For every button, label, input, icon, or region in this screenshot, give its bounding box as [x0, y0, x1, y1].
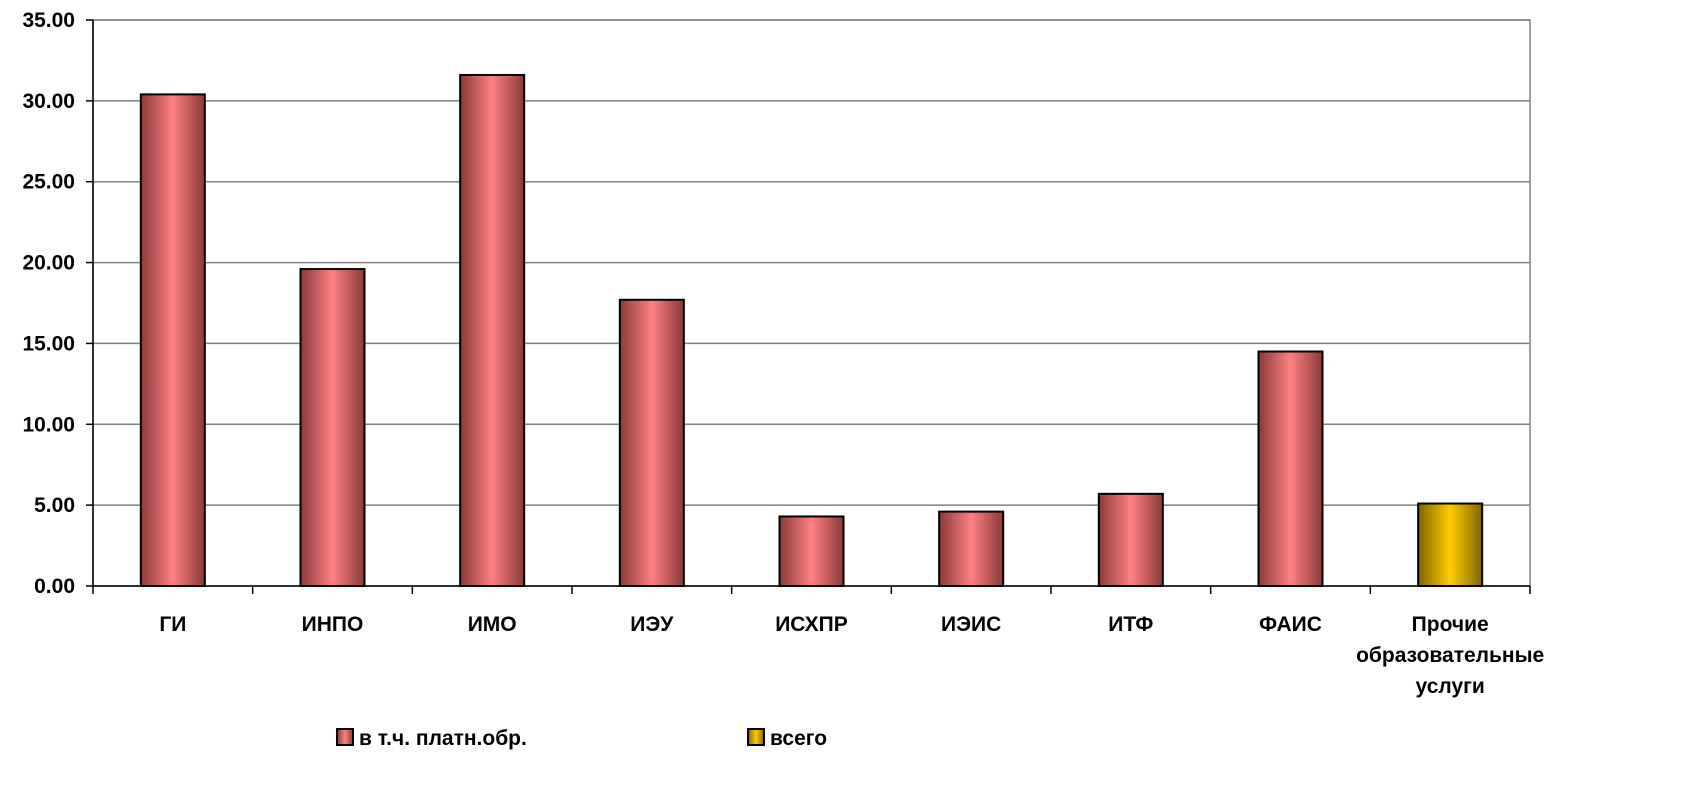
x-category-label: ФАИС — [1259, 613, 1322, 636]
bar — [1257, 350, 1324, 587]
bar — [139, 93, 206, 587]
y-tick-label: 25.00 — [22, 171, 75, 194]
x-category-label-line: ИТФ — [1108, 613, 1153, 636]
bar — [1417, 502, 1484, 588]
bars — [139, 73, 1484, 588]
x-category-label-line: ИЭУ — [630, 613, 674, 636]
x-category-label-line: ИСХПР — [775, 613, 848, 636]
bar — [1097, 492, 1164, 587]
y-tick-label: 35.00 — [22, 9, 75, 32]
y-tick-label: 10.00 — [22, 413, 75, 436]
x-category-label: ИСХПР — [775, 613, 848, 636]
x-category-label-line: Прочие — [1412, 613, 1489, 636]
x-category-label: ИМО — [468, 613, 517, 636]
x-category-label-line: ИНПО — [302, 613, 364, 636]
x-category-label: ИНПО — [302, 613, 364, 636]
x-axis-category-labels: ГИ ИНПО ИМО ИЭУ ИСХПР ИЭИС ИТФ ФАИС Прочие образо… — [159, 613, 1544, 698]
x-category-label: Прочие образовательные услуги — [1356, 613, 1544, 698]
x-category-label: ИЭУ — [630, 613, 674, 636]
legend-swatch — [747, 728, 765, 746]
legend-label: в т.ч. платн.обр. — [359, 727, 527, 750]
y-tick-label: 30.00 — [22, 90, 75, 113]
bar — [459, 73, 526, 588]
x-category-label: ИТФ — [1108, 613, 1153, 636]
bar — [938, 510, 1005, 587]
y-tick-label: 0.00 — [34, 575, 75, 598]
y-tick-label: 20.00 — [22, 252, 75, 275]
x-category-label-line: услуги — [1416, 675, 1485, 698]
x-category-label-line: ГИ — [159, 613, 186, 636]
legend: в т.ч. платн.обр. всего — [336, 727, 827, 750]
y-axis-tick-labels: 0.00 5.00 10.00 15.00 20.00 25.00 30.00 35.00 — [22, 9, 75, 598]
x-category-label-line: ИЭИС — [941, 613, 1001, 636]
x-category-label: ИЭИС — [941, 613, 1001, 636]
legend-swatch — [336, 728, 354, 746]
bar — [299, 268, 366, 587]
x-category-label-line: ФАИС — [1259, 613, 1322, 636]
x-category-label-line: ИМО — [468, 613, 517, 636]
y-tick-label: 5.00 — [34, 494, 75, 517]
x-category-label: ГИ — [159, 613, 186, 636]
y-tick-label: 15.00 — [22, 332, 75, 355]
x-category-label-line: образовательные — [1356, 644, 1544, 667]
legend-label: всего — [770, 727, 827, 750]
axes — [92, 20, 1531, 594]
bar — [778, 515, 845, 587]
bar — [618, 298, 685, 587]
